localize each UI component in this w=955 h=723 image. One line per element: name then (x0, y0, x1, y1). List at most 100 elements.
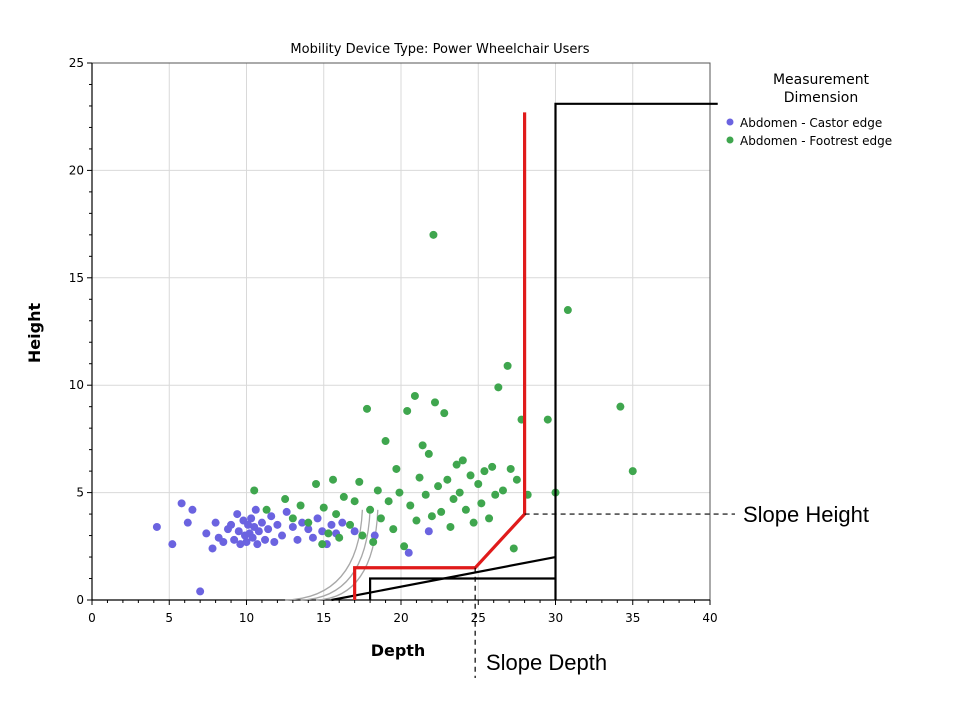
footrest-edge-point (263, 506, 271, 514)
castor-edge-point (425, 527, 433, 535)
footrest-edge-point (403, 407, 411, 415)
footrest-edge-point (428, 512, 436, 520)
footrest-edge-point (358, 532, 366, 540)
castor-edge-point (338, 519, 346, 527)
footrest-edge-point (382, 437, 390, 445)
footrest-edge-point (304, 519, 312, 527)
footrest-edge-point (431, 398, 439, 406)
footrest-edge-point (504, 362, 512, 370)
castor-edge-point (327, 521, 335, 529)
footrest-edge-point (363, 405, 371, 413)
footrest-edge-point (412, 517, 420, 525)
footrest-edge-point (437, 508, 445, 516)
footrest-edge-point (385, 497, 393, 505)
footrest-edge-point (392, 465, 400, 473)
footrest-edge-point (406, 501, 414, 509)
footrest-edge-point (510, 544, 518, 552)
x-tick-label: 15 (316, 611, 331, 625)
footrest-edge-point (499, 486, 507, 494)
castor-edge-point (293, 536, 301, 544)
footrest-edge-point (456, 489, 464, 497)
footrest-edge-point (416, 474, 424, 482)
y-axis-label: Height (25, 303, 44, 364)
footrest-edge-point (389, 525, 397, 533)
castor-edge-point (168, 540, 176, 548)
castor-edge-point (351, 527, 359, 535)
footrest-edge-point (467, 471, 475, 479)
chart-title: Mobility Device Type: Power Wheelchair U… (290, 42, 589, 57)
castor-edge-point (212, 519, 220, 527)
footrest-edge-point (513, 476, 521, 484)
legend-entry-footrest: Abdomen - Footrest edge (740, 134, 892, 148)
x-tick-label: 10 (239, 611, 254, 625)
footrest-edge-point (462, 506, 470, 514)
castor-edge-point (153, 523, 161, 531)
y-tick-label: 0 (76, 593, 84, 607)
footrest-edge-point (346, 521, 354, 529)
castor-edge-point (273, 521, 281, 529)
footrest-edge-point (491, 491, 499, 499)
castor-edge-point (278, 532, 286, 540)
footrest-edge-point (470, 519, 478, 527)
x-tick-label: 0 (88, 611, 96, 625)
footrest-edge-point (488, 463, 496, 471)
profile-lines (331, 104, 735, 678)
axes (87, 63, 710, 605)
x-tick-label: 20 (393, 611, 408, 625)
grid-lines (92, 63, 710, 600)
x-tick-label: 25 (471, 611, 486, 625)
footrest-edge-point (477, 499, 485, 507)
footrest-edge-point (450, 495, 458, 503)
footrest-edge-point (616, 403, 624, 411)
footrest-edge-point (281, 495, 289, 503)
device-outline (556, 104, 718, 600)
y-tick-label: 15 (69, 271, 84, 285)
footrest-edge-point (355, 478, 363, 486)
footrest-edge-point (474, 480, 482, 488)
slope-depth-label: Slope Depth (486, 650, 607, 675)
footrest-edge-point (507, 465, 515, 473)
footrest-edge-point (459, 456, 467, 464)
castor-edge-point (249, 534, 257, 542)
castor-edge-point (253, 540, 261, 548)
legend-marker-castor (727, 119, 734, 126)
castor-edge-point (247, 514, 255, 522)
x-tick-label: 35 (625, 611, 640, 625)
footrest-edge-point (494, 383, 502, 391)
footrest-edge-point (289, 514, 297, 522)
x-tick-label: 5 (165, 611, 173, 625)
castor-edge-point (233, 510, 241, 518)
legend-entry-castor: Abdomen - Castor edge (740, 116, 882, 130)
castor-edge-point (184, 519, 192, 527)
castor-edge-point (264, 525, 272, 533)
footrest-edge-point (480, 467, 488, 475)
footrest-edge-point (434, 482, 442, 490)
legend-title-line1: Measurement (773, 72, 870, 88)
legend-marker-footrest (727, 137, 734, 144)
footrest-edge-point (443, 476, 451, 484)
x-axis-label: Depth (371, 641, 426, 660)
castor-edge-point (202, 529, 210, 537)
castor-edge-point (283, 508, 291, 516)
footrest-edge-point (329, 476, 337, 484)
footrest-edge-point (485, 514, 493, 522)
footrest-edge-point (544, 416, 552, 424)
y-tick-label: 5 (76, 486, 84, 500)
castor-edge-point (252, 506, 260, 514)
footrest-edge-point (369, 538, 377, 546)
castor-edge-point (255, 527, 263, 535)
footrest-edge-point (400, 542, 408, 550)
footrest-edge-point (318, 540, 326, 548)
slope-height-label: Slope Height (743, 502, 869, 527)
castor-edge-point (289, 523, 297, 531)
castor-edge-point (267, 512, 275, 520)
castor-edge-point (405, 549, 413, 557)
castor-edge-point (270, 538, 278, 546)
footrest-edge-point (374, 486, 382, 494)
footrest-edge-point (377, 514, 385, 522)
castor-edge-point (178, 499, 186, 507)
castor-edge-point (196, 587, 204, 595)
footrest-edge-point (446, 523, 454, 531)
footrest-edge-point (320, 504, 328, 512)
